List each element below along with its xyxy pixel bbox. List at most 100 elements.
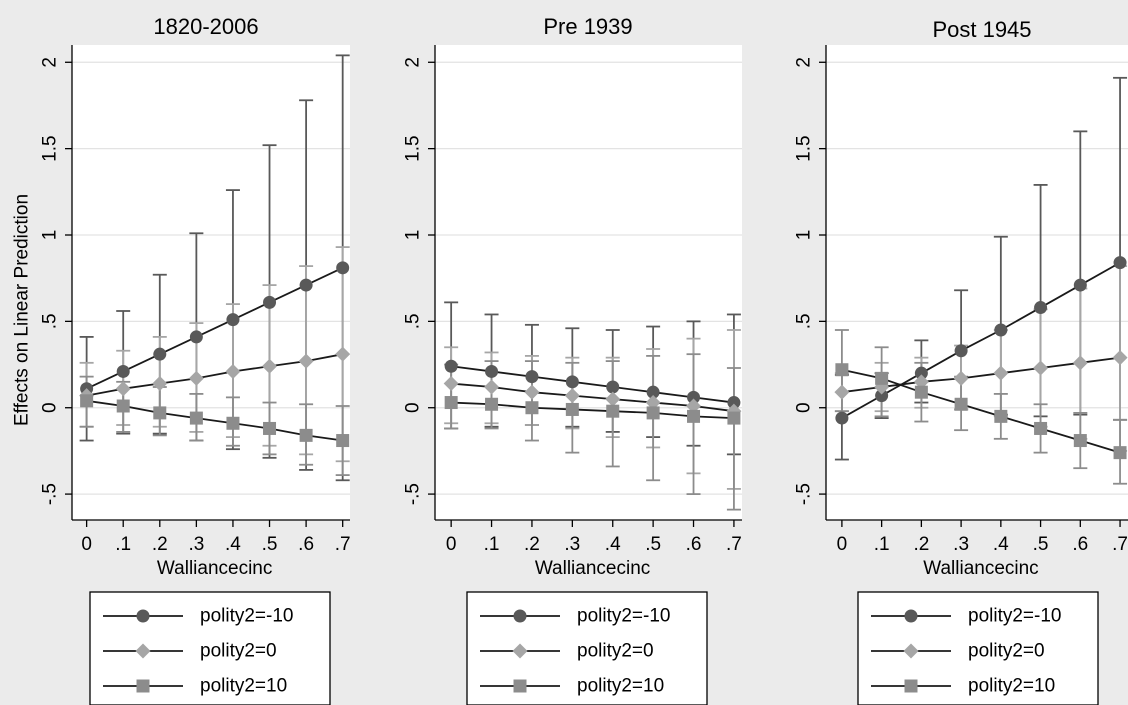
data-point: [115, 381, 131, 397]
legend-label: polity2=10: [200, 676, 287, 697]
data-point: [645, 395, 661, 411]
data-point: [727, 396, 741, 410]
data-point: [153, 347, 167, 361]
legend-label: polity2=0: [200, 641, 277, 662]
x-tick-label: .1: [484, 534, 500, 555]
chart-panel-1: -.5 0 .5 1 1.5 2 0 .1 .2 .3 .4 .5 .6 .7 1820-2006 Walli…: [12, 14, 351, 705]
series-3-points: [835, 363, 1127, 460]
y-tick-label: 1: [403, 230, 424, 241]
x-axis-title: Walliancecinc: [157, 558, 272, 579]
y-tick-label: 2: [403, 57, 424, 68]
data-point: [835, 411, 849, 425]
chart-title: Post 1945: [932, 17, 1031, 42]
legend-label: polity2=-10: [968, 606, 1061, 627]
data-point: [226, 313, 240, 327]
data-point: [443, 376, 459, 392]
legend-marker: [904, 609, 918, 623]
chart-title: Pre 1939: [543, 14, 632, 39]
data-point: [994, 409, 1008, 423]
x-tick-label: .1: [874, 534, 890, 555]
x-tick-label: .7: [1112, 534, 1128, 555]
data-point: [875, 389, 889, 403]
x-tick-label: .1: [115, 534, 131, 555]
data-point: [953, 370, 969, 386]
data-point: [565, 375, 579, 389]
y-tick-label: 0: [40, 402, 61, 413]
x-tick-label: .6: [1072, 534, 1088, 555]
y-tick-label: -.5: [40, 483, 61, 505]
series-1-points: [444, 359, 741, 410]
data-point: [687, 390, 701, 404]
data-point: [565, 402, 579, 416]
data-point: [1112, 350, 1128, 366]
legend-marker: [512, 643, 528, 659]
data-point: [263, 421, 277, 435]
x-tick-label: .7: [335, 534, 351, 555]
legend-marker: [513, 609, 527, 623]
data-point: [1033, 360, 1049, 376]
x-tick-label: .5: [645, 534, 661, 555]
data-point: [189, 330, 203, 344]
x-tick-label: .2: [152, 534, 168, 555]
chart-title: 1820-2006: [153, 14, 258, 39]
data-point: [152, 376, 168, 392]
x-tick-label: 0: [446, 534, 457, 555]
legend-label: polity2=10: [577, 676, 664, 697]
legend-label: polity2=-10: [200, 606, 293, 627]
y-tick-label: 0: [403, 402, 424, 413]
x-tick-label: 0: [81, 534, 92, 555]
data-point: [834, 384, 850, 400]
data-point: [646, 385, 660, 399]
x-tick-label: .7: [726, 534, 742, 555]
series-1-points: [835, 256, 1127, 425]
legend-label: polity2=0: [577, 641, 654, 662]
legend-label: polity2=0: [968, 641, 1045, 662]
data-point: [263, 295, 277, 309]
data-point: [606, 404, 620, 418]
data-point: [189, 411, 203, 425]
data-point: [564, 388, 580, 404]
data-point: [1034, 421, 1048, 435]
series-line-1: [451, 365, 735, 404]
data-point: [524, 384, 540, 400]
data-point: [686, 398, 702, 414]
data-point: [1072, 355, 1088, 371]
y-tick-label: 1: [40, 230, 61, 241]
data-point: [299, 278, 313, 292]
data-point: [262, 358, 278, 374]
legend: polity2=-10 polity2=0 polity2=10: [857, 591, 1099, 705]
x-tick-label: .5: [262, 534, 278, 555]
series-3-points: [444, 396, 741, 425]
chart-panel-3: -.5 0 .5 1 1.5 2 0 .1 .2 .3 .4 .5 .6 .7 Post 1945 Walli…: [794, 17, 1128, 705]
data-point: [444, 396, 458, 410]
series-line-1: [86, 267, 344, 390]
data-point: [485, 397, 499, 411]
data-point: [914, 385, 928, 399]
x-tick-label: .5: [1033, 534, 1049, 555]
series-line-3: [841, 368, 1121, 454]
y-tick-label: 1.5: [40, 135, 61, 161]
series-line-3: [451, 401, 734, 419]
y-tick-label: .5: [403, 313, 424, 329]
data-point: [606, 380, 620, 394]
data-point: [727, 411, 741, 425]
legend-marker: [904, 679, 918, 693]
data-point: [994, 323, 1008, 337]
data-point: [835, 363, 849, 377]
data-point: [954, 344, 968, 358]
data-point: [298, 353, 314, 369]
y-tick-label: 1.5: [794, 135, 815, 161]
x-tick-label: .3: [188, 534, 204, 555]
legend: polity2=-10 polity2=0 polity2=10: [466, 591, 708, 705]
y-tick-label: 2: [794, 57, 815, 68]
legend-label: polity2=-10: [577, 606, 670, 627]
data-point: [336, 261, 350, 275]
data-point: [954, 397, 968, 411]
x-axis-title: Walliancecinc: [923, 558, 1038, 579]
x-tick-label: 0: [837, 534, 848, 555]
data-point: [116, 399, 130, 413]
x-tick-label: .6: [298, 534, 314, 555]
data-point: [485, 364, 499, 378]
legend-marker: [135, 643, 151, 659]
data-point: [116, 364, 130, 378]
